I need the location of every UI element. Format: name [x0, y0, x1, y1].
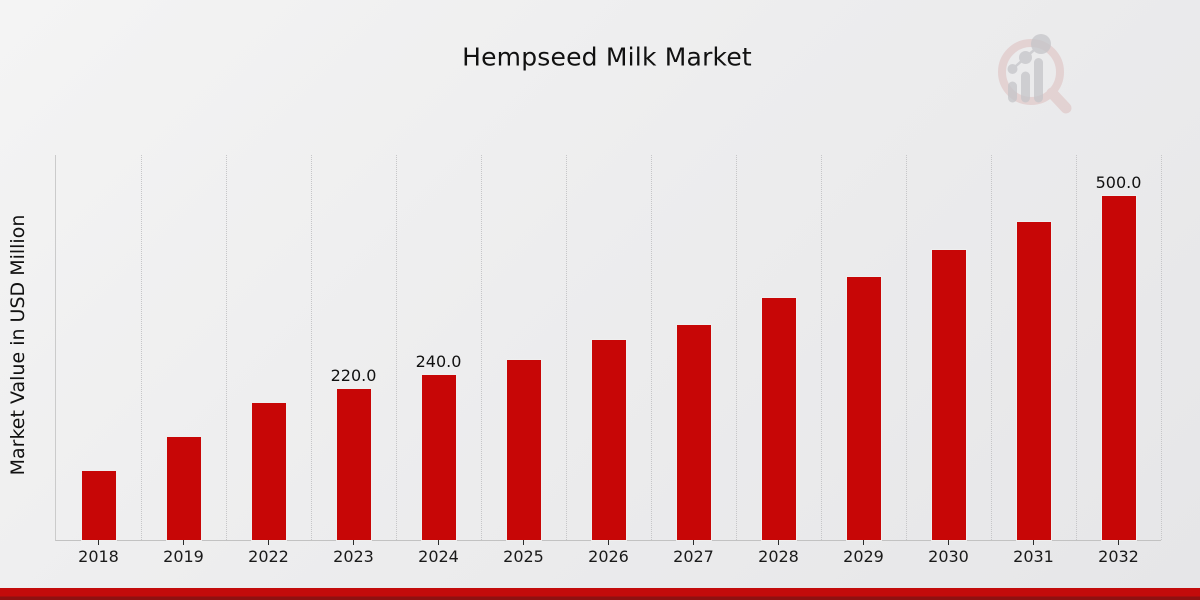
gridline	[905, 155, 907, 540]
x-tick-label-2023: 2023	[333, 547, 374, 566]
bar-2028	[760, 297, 797, 541]
bar-2030	[930, 248, 967, 542]
gridline	[480, 155, 482, 540]
gridline	[225, 155, 227, 540]
bar-2031	[1015, 221, 1052, 541]
logo-bars-icon	[1007, 34, 1051, 103]
gridline	[650, 155, 652, 540]
x-tick-label-2027: 2027	[673, 547, 714, 566]
bar-2019	[165, 435, 202, 542]
x-tick	[608, 540, 609, 545]
gridline	[1075, 155, 1077, 540]
x-tick	[778, 540, 779, 545]
magnifier-ring-icon	[998, 39, 1064, 105]
bar-2026	[590, 338, 627, 542]
x-tick-label-2024: 2024	[418, 547, 459, 566]
chart-title: Hempseed Milk Market	[462, 42, 752, 72]
x-tick-label-2026: 2026	[588, 547, 629, 566]
x-tick	[353, 540, 354, 545]
y-axis-label: Market Value in USD Million	[7, 214, 29, 476]
gridline	[565, 155, 567, 540]
gridline	[1160, 155, 1162, 540]
x-tick	[523, 540, 524, 545]
gridline	[990, 155, 992, 540]
x-tick-label-2018: 2018	[78, 547, 119, 566]
bar-2029	[845, 276, 882, 541]
gridline	[395, 155, 397, 540]
bar-value-label-2032: 500.0	[1095, 173, 1142, 193]
bottom-banner	[0, 588, 1200, 600]
gridline	[820, 155, 822, 540]
gridline	[310, 155, 312, 540]
x-tick	[438, 540, 439, 545]
x-tick	[183, 540, 184, 545]
x-tick	[1033, 540, 1034, 545]
bar-2025	[505, 358, 542, 542]
x-tick	[693, 540, 694, 545]
magnifier-handle-icon	[1046, 87, 1072, 114]
bar-value-label-2023: 220.0	[330, 365, 377, 385]
x-tick	[948, 540, 949, 545]
bar-2023	[335, 387, 372, 542]
bar-value-label-2024: 240.0	[415, 352, 462, 371]
bar-2032	[1100, 195, 1137, 541]
x-tick-label-2022: 2022	[248, 547, 289, 566]
bar-2024	[420, 374, 457, 541]
bar-2022	[250, 401, 287, 541]
x-tick	[98, 540, 99, 545]
x-tick-label-2031: 2031	[1013, 547, 1054, 566]
x-tick	[1118, 540, 1119, 545]
bar-2018	[80, 470, 117, 541]
x-tick	[863, 540, 864, 545]
x-tick-label-2025: 2025	[503, 547, 544, 566]
x-tick-label-2030: 2030	[928, 547, 969, 566]
x-tick-label-2029: 2029	[843, 547, 884, 566]
gridline	[140, 155, 142, 540]
gridline	[735, 155, 737, 540]
x-tick-label-2019: 2019	[163, 547, 204, 566]
watermark-logo	[998, 34, 1072, 114]
plot-area: 2018 2019 2022 220.0 2023 240.0 2024 2025 2026 20…	[55, 155, 1162, 566]
x-tick	[268, 540, 269, 545]
bar-2027	[675, 323, 712, 542]
x-tick-label-2028: 2028	[758, 547, 799, 566]
x-tick-label-2032: 2032	[1098, 547, 1139, 566]
